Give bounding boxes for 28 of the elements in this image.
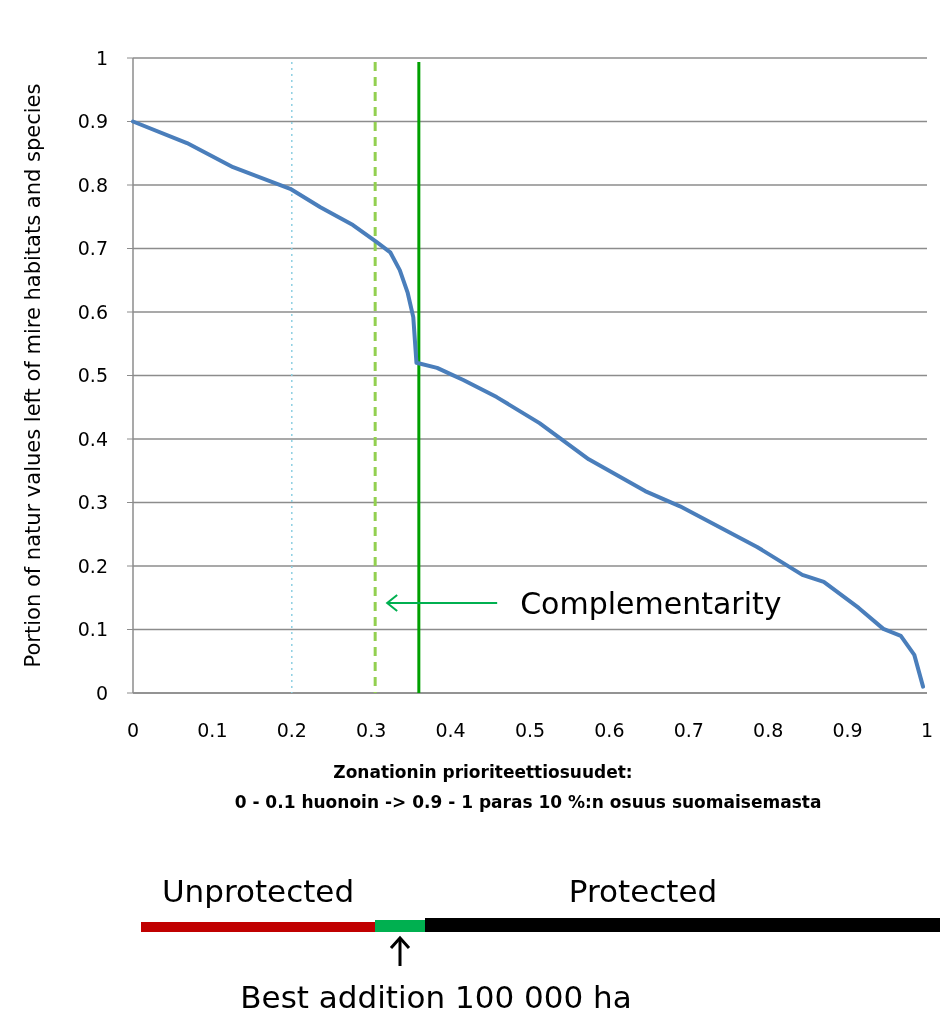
y-tick-label: 0.9	[77, 110, 108, 133]
x-tick-label: 0	[126, 719, 140, 741]
x-tick-label: 0.8	[753, 719, 784, 741]
x-tick-label: 0.2	[276, 719, 307, 741]
y-tick-label: 1	[95, 46, 108, 69]
annotation: Complementarity	[520, 585, 782, 621]
y-tick-label: 0.3	[77, 491, 108, 514]
y-tick-label: 0	[95, 681, 108, 704]
y-tick-label: 0.5	[77, 364, 108, 387]
x-tick-label: 0.1	[197, 719, 228, 741]
y-tick-label: 0.4	[77, 427, 108, 450]
y-tick-label: 0.1	[77, 618, 108, 641]
x-tick-label: 0.6	[594, 719, 625, 741]
x-tick-label: 0.5	[514, 719, 546, 741]
x-tick-label: 0.3	[356, 719, 387, 741]
x-axis-title: Zonationin prioriteettiosuudet: 0 - 0.1 huonoin -> 0.9 - 1 paras 10 %:n osuus suomaisemasta	[234, 762, 822, 812]
y-tick-label: 0.8	[77, 173, 108, 196]
y-axis-title: Portion of natur values left of mire habitats and species	[21, 83, 45, 668]
text: Best addition 100 000 ha	[240, 979, 632, 1015]
x-tick-label: 0.7	[673, 719, 704, 741]
x-tick-label: 0.9	[832, 719, 863, 741]
x-tick-label: 0.4	[435, 719, 466, 741]
x-tick-label: 1	[920, 719, 934, 741]
y-tick-label: 0.2	[77, 554, 108, 577]
text: Protected	[568, 873, 718, 909]
text: Unprotected	[161, 873, 355, 909]
y-tick-label: 0.6	[77, 300, 108, 323]
y-tick-label: 0.7	[77, 237, 108, 260]
